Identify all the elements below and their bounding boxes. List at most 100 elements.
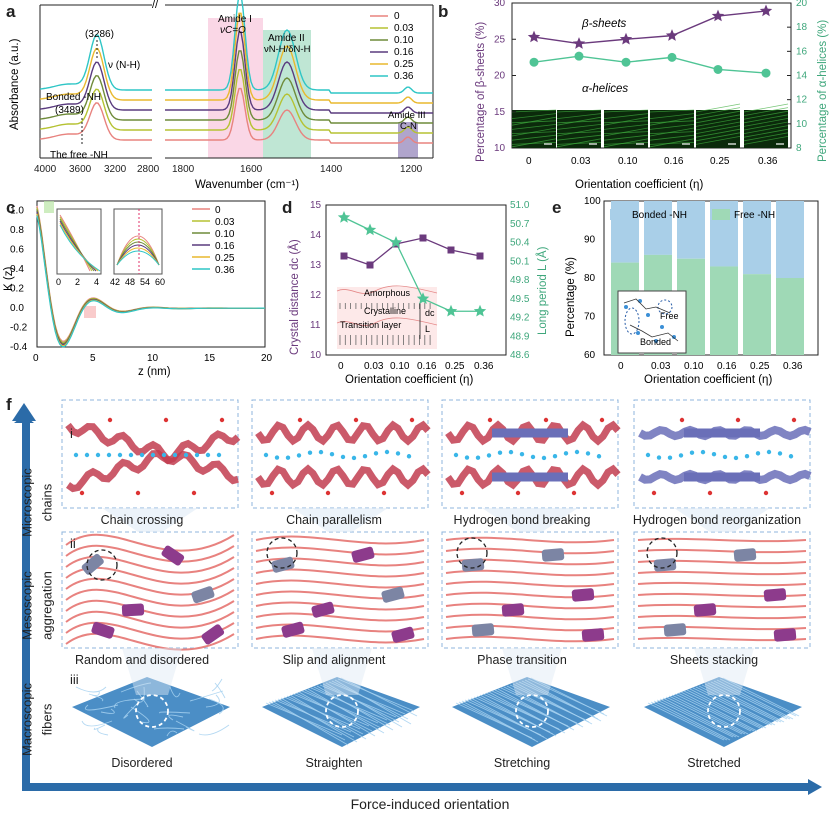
f-hbond-dot: [744, 454, 750, 459]
f-meso-highlight-circle: [266, 537, 298, 569]
f-hbond-dot: [574, 449, 580, 455]
b-fiber-line: [603, 134, 649, 141]
f-meso-chain: [65, 632, 235, 651]
b-fiber-line: [743, 121, 789, 131]
c-ytick: 0.2: [10, 284, 24, 295]
c-legend-label: 0.16: [215, 241, 235, 252]
f-fiber-strand: [650, 701, 728, 741]
b-alpha-point: [761, 68, 771, 78]
c-inset2-tick: 60: [155, 277, 165, 287]
c-xtick: 0: [33, 353, 39, 364]
f-hbond-dot: [161, 452, 167, 458]
f-fiber-strand: [488, 691, 566, 734]
f-fiber-strand: [153, 727, 185, 730]
f-hbond-dot: [216, 452, 222, 458]
a-legend-label: 0: [394, 11, 400, 22]
a-xtick: 3600: [69, 164, 92, 175]
e-inset-atom: [660, 325, 664, 329]
f-meso-helix: [773, 628, 797, 642]
e-inset-atom: [624, 305, 628, 309]
roman-iii: iii: [70, 672, 79, 687]
f-meso-chain: [255, 579, 425, 589]
f-meso-chain: [65, 555, 235, 574]
b-fiber-line: [556, 127, 602, 137]
f-fiber-strand: [479, 694, 557, 737]
f-macro-highlight-circle: [515, 694, 549, 728]
f-hbond-dot: [464, 455, 470, 460]
d-transition: Transition layer: [340, 320, 401, 330]
b-alpha-point: [574, 51, 584, 61]
b-fiber-line: [556, 113, 602, 119]
f-fiber-strand: [123, 702, 139, 719]
e-ytick: 60: [584, 350, 596, 361]
svg-text://: //: [152, 0, 159, 11]
f-oxygen-atom: [269, 490, 275, 496]
d-longperiod-point: [473, 304, 487, 317]
f-fiber-strand: [677, 692, 755, 732]
f-fiber-strand: [662, 697, 740, 738]
f-hbond-dot: [788, 454, 794, 459]
b-fiber-line: [511, 124, 557, 130]
f-hbond-dot: [541, 455, 547, 461]
f-hbond-dot: [475, 455, 481, 460]
panel-e-letter: e: [552, 198, 562, 217]
f-fiber-strand: [136, 690, 149, 708]
b-ytick-left: 25: [494, 34, 506, 45]
f-macro-zoom-wedge: [122, 648, 182, 695]
f-meso-helix: [351, 546, 375, 563]
a-xtick: 2800: [137, 164, 160, 175]
e-xlabel: Orientation coefficient (η): [644, 374, 772, 386]
f-fiber-strand: [461, 700, 539, 743]
b-fiber-line: [649, 120, 695, 124]
a-amide3-sub: C-N: [400, 121, 417, 132]
f-hbond-dot: [329, 451, 335, 457]
f-hbond-dot: [552, 454, 558, 459]
d-ytick-right: 50.4: [510, 238, 530, 249]
f-hbond-dot: [406, 454, 412, 459]
f-fiber-strand: [713, 680, 791, 720]
a-bonded: Bonded -NH: [46, 92, 101, 103]
f-meso-chain: [255, 634, 425, 644]
f-fiber-strand: [168, 714, 184, 721]
b-fiber-line: [695, 128, 741, 138]
a-curve-right: [165, 31, 433, 114]
caption-hbond-reorg: Hydrogen bond reorganization: [632, 513, 802, 527]
row-micro-sub: chains: [39, 483, 55, 522]
a-legend-label: 0.25: [394, 59, 414, 70]
f-oxygen-atom: [571, 490, 577, 496]
f-fiber-strand: [81, 720, 113, 727]
b-fiber-line: [511, 131, 557, 134]
b-fiber-line: [649, 134, 695, 141]
caption-random: Random and disordered: [74, 653, 210, 667]
caption-chain-parallelism: Chain parallelism: [286, 513, 382, 527]
f-hbond-dot: [117, 452, 123, 458]
c-xtick: 20: [261, 353, 273, 364]
f-meso-helix: [763, 588, 787, 602]
f-fiber-mat: [262, 677, 420, 747]
d-longperiod-point: [444, 304, 458, 317]
f-fiber-strand: [84, 704, 119, 711]
d-crystal-point: [447, 246, 455, 254]
b-fiber-line: [649, 131, 695, 134]
f-hbond-dot: [285, 455, 291, 460]
b-beta-point: [665, 29, 679, 41]
f-hbond-dot: [689, 450, 695, 455]
f-hbond-dot: [733, 455, 739, 461]
d-crystal-point: [476, 252, 484, 260]
e-inset-bonded: Bonded: [640, 337, 671, 347]
row-macro-sub: fibers: [39, 703, 55, 736]
force-arrow-label: Force-induced orientation: [350, 796, 510, 812]
b-fiber-line: [556, 124, 602, 130]
b-alpha-point: [529, 57, 539, 67]
d-ytick-right: 49.2: [510, 313, 530, 324]
d-ytick-left: 11: [310, 320, 321, 331]
f-fiber-strand: [497, 688, 575, 731]
f-fiber-strand: [665, 696, 743, 735]
f-hbond-dot: [296, 453, 302, 458]
f-oxygen-atom: [135, 490, 141, 496]
a-curve-left: [39, 47, 152, 101]
panel-d-chart: Amorphous Crystalline Transition layer d…: [288, 200, 549, 386]
f-fiber-strand: [271, 700, 349, 746]
f-fiber-strand: [133, 686, 145, 703]
b-fiber-line: [743, 125, 789, 134]
